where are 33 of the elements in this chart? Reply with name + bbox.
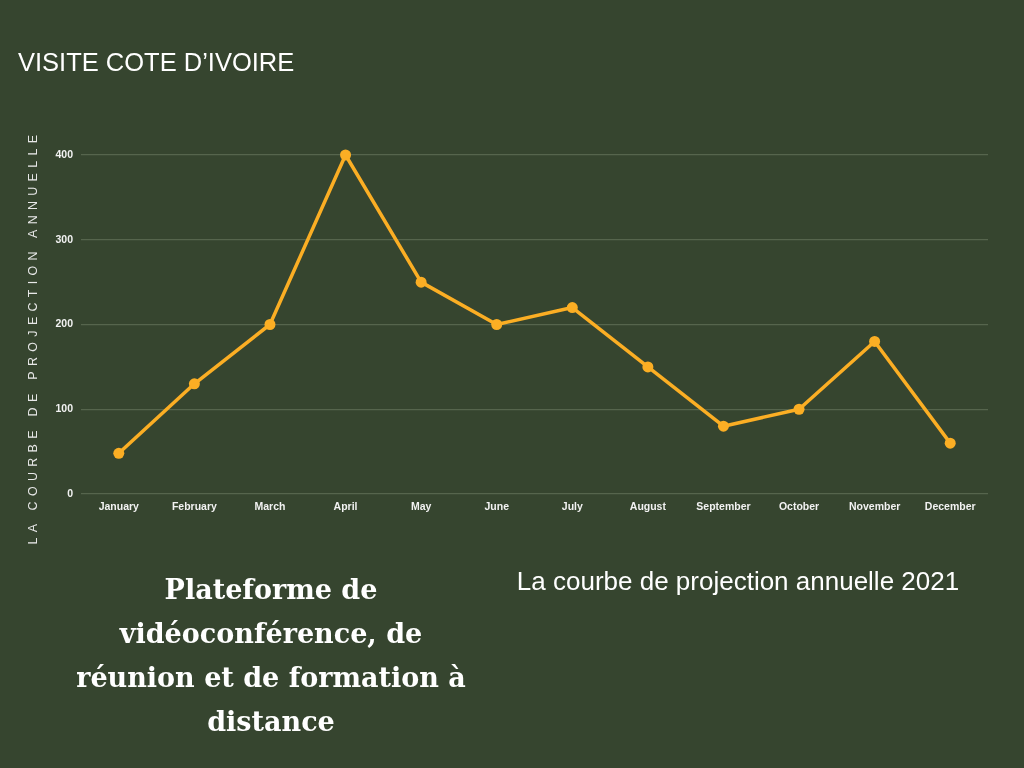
y-axis-title: LA COURBE DE PROJECTION ANNUELLE — [26, 129, 40, 545]
point — [642, 361, 654, 373]
y-tick-label: 200 — [55, 317, 74, 330]
x-tick-label: November — [848, 500, 901, 513]
x-tick-label: October — [778, 500, 820, 513]
point — [793, 403, 805, 415]
point — [869, 335, 881, 347]
x-tick-label: March — [254, 500, 286, 513]
text: La courbe de projection annuelle 2021 — [515, 565, 961, 597]
x-tick-label: February — [171, 500, 217, 513]
text: Plateforme de vidéoconférence, de réunion et de formation à distance — [75, 573, 467, 739]
x-tick-label: June — [484, 500, 510, 513]
point — [415, 276, 427, 288]
point — [340, 149, 352, 161]
y-tick-label: 0 — [67, 486, 74, 499]
x-tick-label: September — [696, 500, 751, 513]
point — [566, 302, 578, 314]
point — [113, 447, 125, 459]
y-tick-label: 300 — [55, 232, 74, 245]
point — [944, 437, 956, 449]
x-tick-label: July — [561, 500, 583, 513]
y-tick-label: 400 — [55, 147, 74, 160]
x-tick-label: January — [98, 500, 140, 513]
x-tick-label: April — [333, 500, 358, 513]
point — [264, 319, 276, 330]
point — [491, 319, 503, 330]
point — [188, 378, 200, 390]
y-tick-label: 100 — [55, 402, 74, 415]
x-tick-label: August — [629, 500, 667, 513]
x-tick-label: December — [924, 500, 976, 513]
chart-title: VISITE COTE D’IVOIRE — [18, 48, 295, 77]
x-tick-label: May — [410, 500, 432, 513]
point — [717, 420, 729, 432]
